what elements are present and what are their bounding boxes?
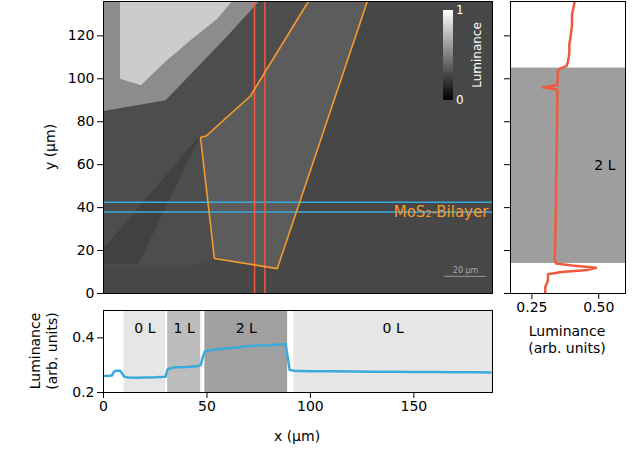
- svg-text:100: 100: [297, 398, 324, 414]
- svg-text:0.2: 0.2: [72, 384, 94, 400]
- svg-text:0 L: 0 L: [134, 320, 155, 336]
- svg-text:40: 40: [77, 199, 95, 215]
- svg-text:0: 0: [99, 398, 108, 414]
- svg-text:80: 80: [77, 113, 95, 129]
- svg-text:50: 50: [198, 398, 216, 414]
- svg-text:150: 150: [401, 398, 428, 414]
- svg-text:1 L: 1 L: [174, 320, 195, 336]
- svg-text:Luminance: Luminance: [470, 22, 484, 88]
- svg-text:20: 20: [77, 242, 95, 258]
- svg-text:100: 100: [68, 70, 95, 86]
- svg-text:0.25: 0.25: [516, 299, 547, 315]
- svg-text:1: 1: [456, 3, 464, 17]
- svg-text:60: 60: [77, 156, 95, 172]
- svg-text:0: 0: [456, 93, 464, 107]
- html-text:y (µm): y (µm): [41, 123, 58, 171]
- svg-text:0: 0: [86, 285, 95, 301]
- html-text:Luminance (arb. units): Luminance (arb. units): [27, 312, 60, 390]
- svg-text:2 L: 2 L: [594, 157, 615, 173]
- svg-text:MoS₂-Bilayer: MoS₂-Bilayer: [394, 203, 489, 221]
- svg-text:120: 120: [68, 27, 95, 43]
- svg-text:0.4: 0.4: [72, 329, 94, 345]
- svg-text:2 L: 2 L: [236, 320, 257, 336]
- svg-text:0 L: 0 L: [383, 320, 404, 336]
- svg-text:0.50: 0.50: [583, 299, 614, 315]
- html-text:Luminance (arb. units): Luminance (arb. units): [528, 323, 606, 356]
- html-text:x (µm): x (µm): [273, 427, 321, 444]
- svg-text:20 µm: 20 µm: [453, 266, 479, 275]
